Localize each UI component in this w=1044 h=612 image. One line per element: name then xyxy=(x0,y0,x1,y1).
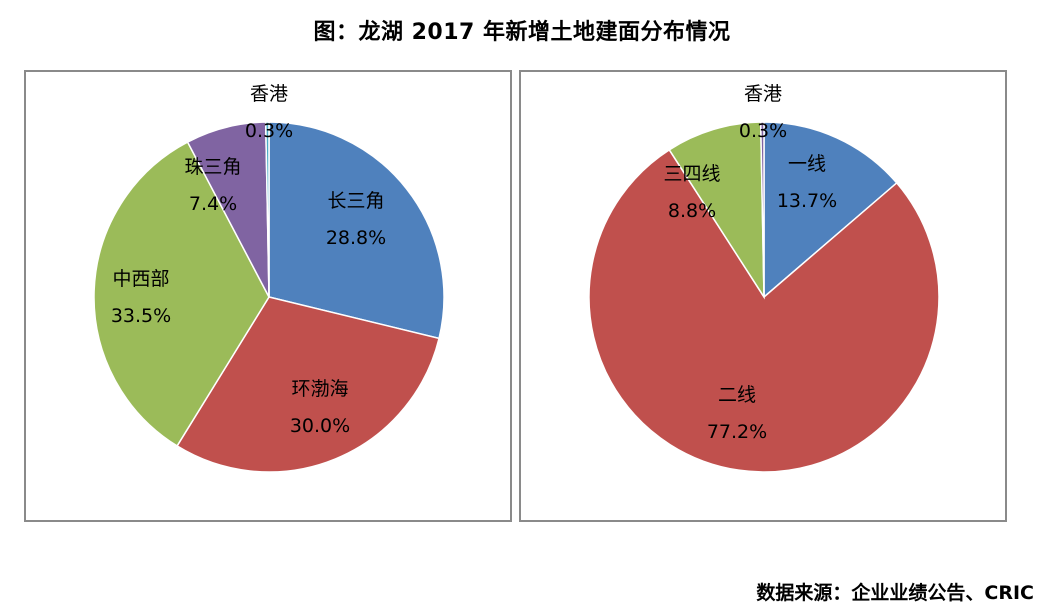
pie-left-slice-2 xyxy=(93,141,270,447)
pie-left-slice-0 xyxy=(268,121,445,340)
pie-right-slice-1-name: 二线 xyxy=(718,384,756,406)
pie-right-slice-1-percent: 77.2% xyxy=(707,421,767,443)
chart-title: 图：龙湖 2017 年新增土地建面分布情况 xyxy=(313,20,731,45)
source-note: 数据来源：企业业绩公告、CRIC xyxy=(756,582,1034,604)
pie-right-slice-3 xyxy=(759,121,765,298)
pie-right-slice-0-percent: 13.7% xyxy=(777,190,837,212)
pie-left-slice-4-percent: 0.3% xyxy=(245,120,293,142)
pie-chart-left: 长三角 28.8% 环渤海 30.0% 中西部 33.5% 珠三角 7.4% 香港 0.3% xyxy=(93,83,445,473)
pie-left-slice-4-name: 香港 xyxy=(250,83,288,105)
pie-panel-right: 一线 13.7% 二线 77.2% 三四线 8.8% 香港 0.3% xyxy=(519,70,1007,522)
pie-left-slice-0-percent: 28.8% xyxy=(326,227,386,249)
pie-left-slice-2-name: 中西部 xyxy=(112,268,169,290)
pie-left-slice-4 xyxy=(264,121,270,298)
pie-right-slice-0-name: 一线 xyxy=(788,153,826,175)
pie-left-slice-1-name: 环渤海 xyxy=(291,378,348,400)
pie-right-slice-3-name: 香港 xyxy=(744,83,782,105)
pie-left-slice-3-percent: 7.4% xyxy=(189,193,237,215)
pie-right-slice-2-name: 三四线 xyxy=(663,163,720,185)
pie-right-slice-0 xyxy=(763,121,898,299)
pie-left-slice-0-name: 长三角 xyxy=(327,190,384,212)
pie-right-slice-3-percent: 0.3% xyxy=(739,120,787,142)
pie-chart-right: 一线 13.7% 二线 77.2% 三四线 8.8% 香港 0.3% xyxy=(588,83,940,473)
pie-left-slice-2-percent: 33.5% xyxy=(111,305,171,327)
pie-right-slice-2-percent: 8.8% xyxy=(668,200,716,222)
pie-left-slice-3-name: 珠三角 xyxy=(184,156,241,178)
pie-right-slice-2 xyxy=(668,121,765,300)
pie-panel-left: 长三角 28.8% 环渤海 30.0% 中西部 33.5% 珠三角 7.4% 香港 0.3% xyxy=(24,70,512,522)
pie-right-slice-1 xyxy=(588,148,940,473)
pie-left-slice-1-percent: 30.0% xyxy=(290,415,350,437)
